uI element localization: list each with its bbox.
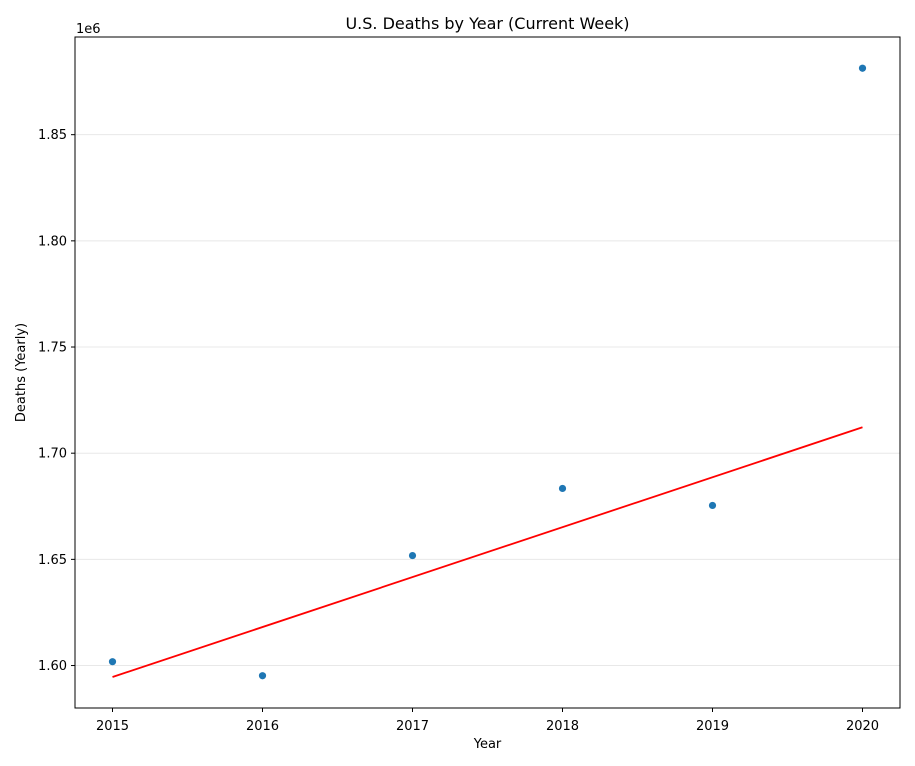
x-tick-label: 2018 <box>546 719 579 734</box>
y-axis-offset-label: 1e6 <box>76 22 101 37</box>
y-tick-label: 1.85 <box>38 128 67 143</box>
y-axis-ticks: 1.60 1.65 1.70 1.75 1.80 1.85 <box>38 128 75 674</box>
chart-title: U.S. Deaths by Year (Current Week) <box>345 14 629 33</box>
trend-line-group <box>112 426 863 678</box>
x-tick-label: 2020 <box>846 719 879 734</box>
y-tick-label: 1.65 <box>38 553 67 568</box>
data-point <box>108 658 117 666</box>
data-point <box>858 64 867 72</box>
y-tick-label: 1.75 <box>38 341 67 356</box>
data-points <box>108 64 867 680</box>
data-point <box>558 484 567 493</box>
x-tick-label: 2015 <box>96 719 129 734</box>
y-tick-label: 1.70 <box>38 447 67 462</box>
trend-line <box>112 426 863 678</box>
data-point <box>258 672 267 680</box>
data-point <box>708 501 717 510</box>
y-tick-label: 1.60 <box>38 659 67 674</box>
plot-area <box>74 36 901 709</box>
x-tick-label: 2017 <box>396 719 429 734</box>
data-point <box>408 551 417 560</box>
x-axis-ticks: 2015 2016 2017 2018 2019 2020 <box>96 708 879 734</box>
y-axis-label: Deaths (Yearly) <box>14 323 29 422</box>
y-tick-label: 1.80 <box>38 234 67 249</box>
x-axis-label: Year <box>473 737 502 752</box>
x-tick-label: 2019 <box>696 719 729 734</box>
grid-lines <box>75 134 900 667</box>
x-tick-label: 2016 <box>246 719 279 734</box>
